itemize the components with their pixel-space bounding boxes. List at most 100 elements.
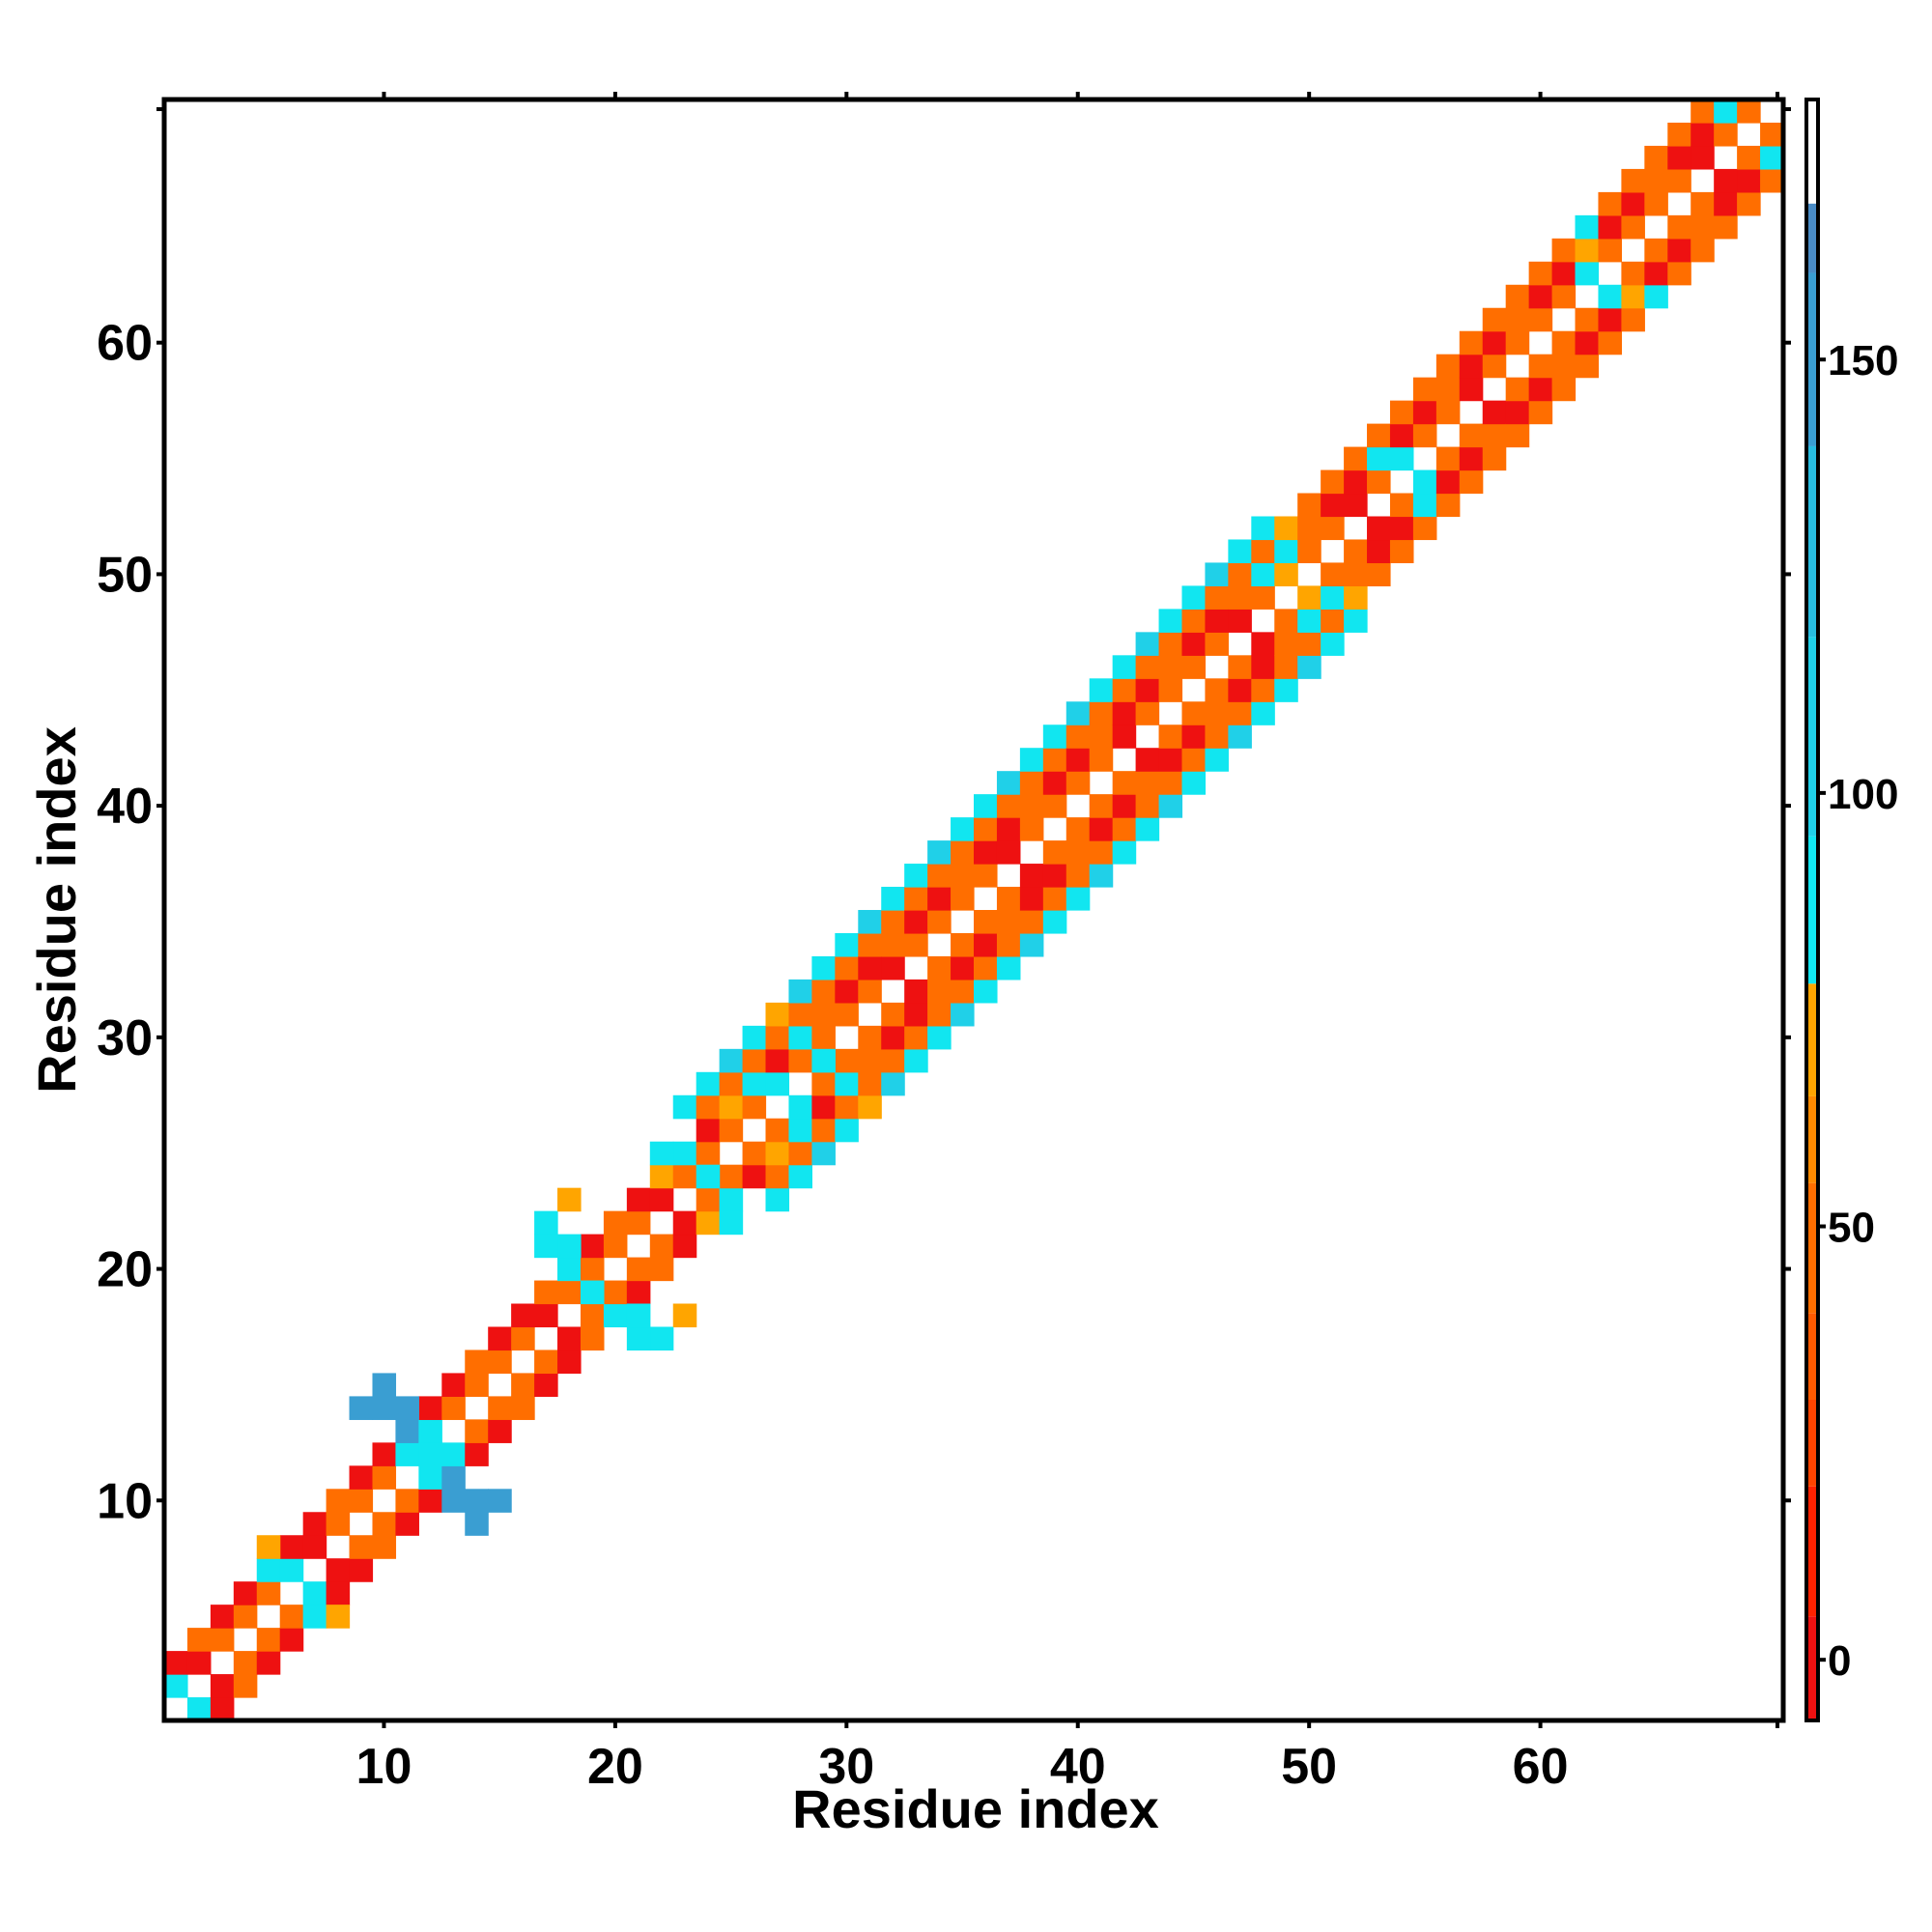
heatmap-cell [951,955,975,980]
heatmap-cell [788,1002,812,1027]
heatmap-cell [649,1164,674,1189]
heatmap-cell [858,979,882,1004]
heatmap-cell [326,1605,351,1629]
heatmap-cell [164,1651,188,1675]
heatmap-cell [1181,655,1207,679]
heatmap-cell [1089,724,1114,749]
heatmap-cell [1598,284,1622,309]
colorbar-segment [1806,1399,1818,1487]
heatmap-cell [1251,562,1275,586]
heatmap-cell [626,1280,651,1305]
heatmap-cell [1667,122,1691,147]
heatmap-cell [1690,214,1715,240]
heatmap-cell [1344,446,1368,471]
heatmap-cell [1367,469,1391,495]
heatmap-cell [1412,493,1437,518]
x-tick-label: 30 [818,1739,874,1795]
heatmap-cell [904,864,928,888]
heatmap-cell [835,932,859,957]
heatmap-cell [881,1048,905,1073]
heatmap-cell [696,1094,721,1120]
heatmap-cell [418,1442,442,1466]
heatmap-cell [1575,330,1600,355]
heatmap-cell [1598,191,1622,216]
heatmap-cell [1714,191,1738,216]
heatmap-cell [904,1002,928,1027]
colorbar-tick-label: 0 [1828,1637,1851,1685]
heatmap-cell [279,1558,304,1582]
heatmap-cell [488,1419,512,1443]
heatmap-cell [395,1442,419,1466]
heatmap-cell [488,1326,512,1351]
heatmap-cell [1389,539,1414,564]
heatmap-cell [1228,609,1252,633]
colorbar-segment [1806,983,1818,1096]
heatmap-cell [186,1651,212,1675]
plot-frame [161,97,1786,1723]
heatmap-cell [1551,330,1577,355]
heatmap-cell [603,1234,628,1259]
heatmap-cell [326,1489,351,1513]
heatmap-cell [372,1512,397,1536]
heatmap-cell [1575,261,1600,286]
heatmap-cell [580,1234,605,1259]
heatmap-cell [1228,539,1252,564]
heatmap-cell [1205,562,1229,586]
heatmap-cell [881,1002,905,1027]
heatmap-cell [1205,678,1229,702]
heatmap-cell [1158,748,1183,772]
heatmap-cell [1205,632,1229,656]
heatmap-cell [349,1558,374,1582]
heatmap-cell [1158,724,1183,749]
heatmap-cell [626,1326,651,1351]
heatmap-cell [1389,400,1414,425]
heatmap-cell [858,1094,882,1120]
heatmap-cell [395,1489,419,1513]
heatmap-cell [1575,238,1600,263]
heatmap-cell [1714,99,1738,124]
heatmap-cell [1321,609,1345,633]
heatmap-cell [1205,701,1229,725]
heatmap-cell [1344,469,1368,495]
heatmap-cell [904,932,928,957]
heatmap-cell [1205,724,1229,749]
heatmap-cell [951,932,975,957]
heatmap-cell [765,1002,790,1027]
heatmap-cell [811,955,836,980]
heatmap-cell [1112,817,1137,841]
heatmap-cell [1667,261,1691,286]
heatmap-cell [1297,539,1321,564]
x-axis-title: Residue index [792,1778,1159,1839]
heatmap-cell [580,1303,605,1328]
heatmap-cell [1344,585,1368,610]
heatmap-cell [881,1071,905,1096]
heatmap-cell [580,1326,605,1351]
heatmap-cell [927,1025,952,1050]
heatmap-cell [1297,655,1321,679]
heatmap-cell [1251,678,1275,702]
heatmap-cell [996,840,1021,865]
x-tick-label: 20 [587,1739,643,1795]
heatmap-cell [1344,609,1368,633]
heatmap-cell [603,1303,628,1328]
heatmap-cell [256,1651,281,1675]
heatmap-cell [1644,191,1668,216]
heatmap-cell [1482,354,1507,379]
heatmap-cell [557,1234,582,1259]
heatmap-cell [233,1605,258,1629]
heatmap-cell [811,979,836,1004]
heatmap-cell [1089,840,1114,865]
colorbar-segment [1806,1616,1818,1720]
heatmap-cell [511,1326,535,1351]
heatmap-cell [302,1581,327,1605]
heatmap-cell [534,1234,558,1259]
heatmap-cell [1019,864,1044,888]
heatmap-cell [1667,145,1691,170]
heatmap-cell [1551,377,1577,402]
heatmap-cell [1274,609,1298,633]
heatmap-cell [974,979,998,1004]
heatmap-cell [279,1535,304,1559]
heatmap-cell [1621,284,1645,309]
heatmap-cell [349,1535,374,1559]
